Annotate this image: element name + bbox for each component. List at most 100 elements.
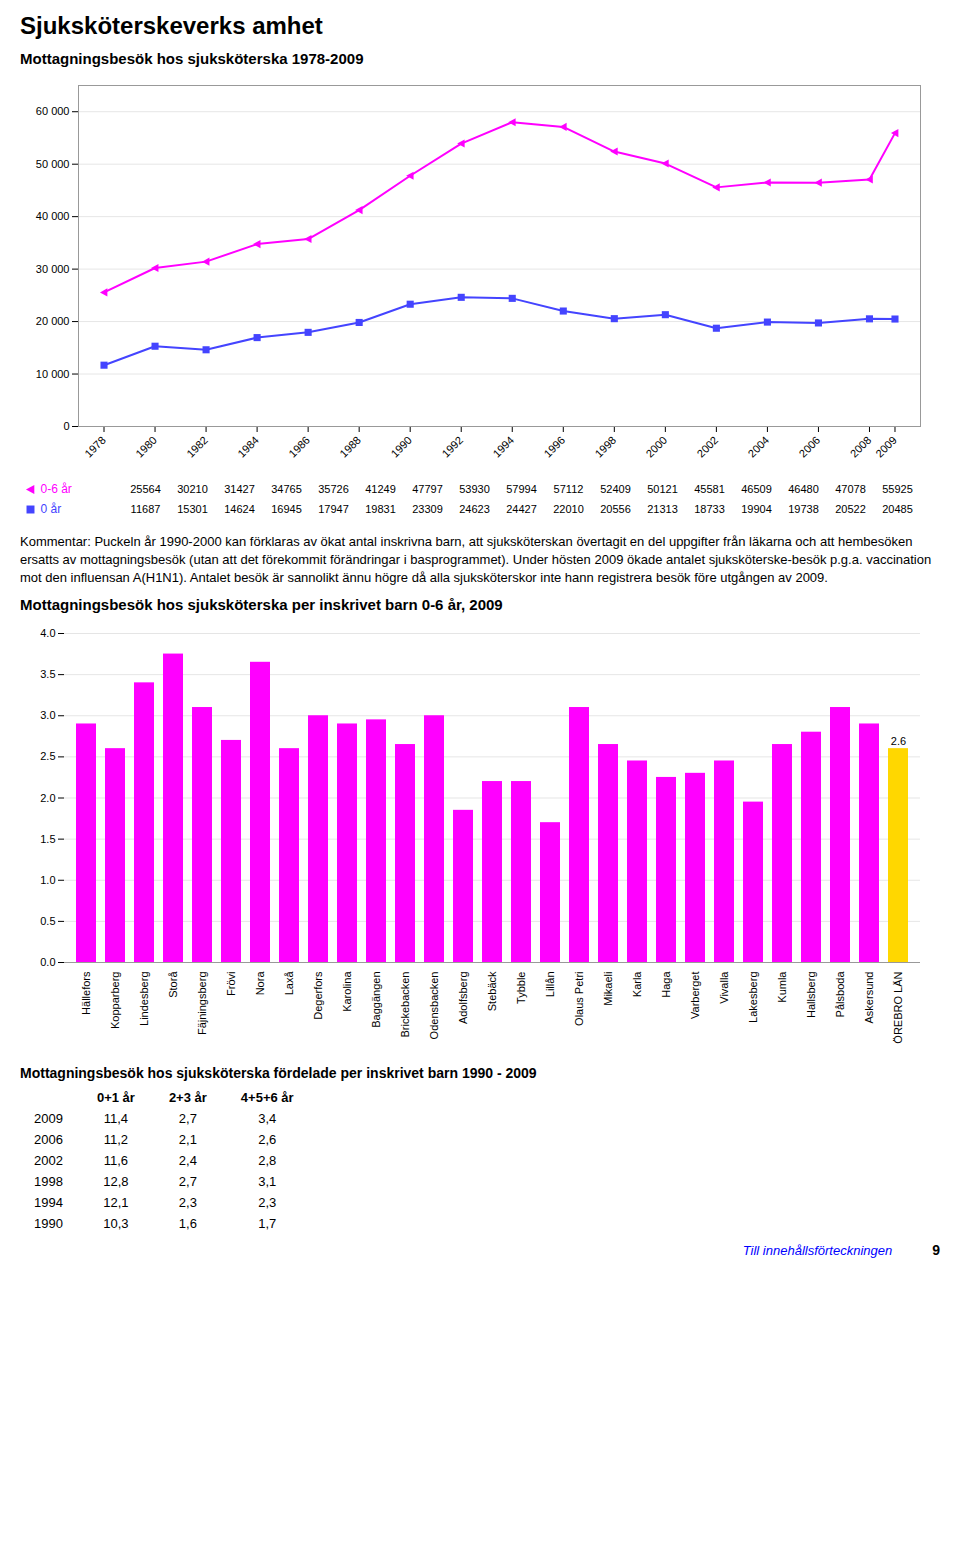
svg-text:46509: 46509: [741, 483, 772, 495]
svg-text:Lakesberg: Lakesberg: [747, 971, 759, 1022]
svg-text:21313: 21313: [647, 503, 678, 515]
svg-text:15301: 15301: [177, 503, 208, 515]
svg-text:17947: 17947: [318, 503, 349, 515]
svg-text:Lillån: Lillån: [544, 971, 556, 997]
svg-text:20485: 20485: [882, 503, 913, 515]
svg-text:0.5: 0.5: [40, 914, 55, 926]
svg-text:50 000: 50 000: [36, 158, 70, 170]
svg-text:50121: 50121: [647, 483, 678, 495]
svg-text:46480: 46480: [788, 483, 819, 495]
svg-text:Tybble: Tybble: [515, 971, 527, 1003]
svg-text:Olaus Petri: Olaus Petri: [573, 971, 585, 1025]
svg-text:20 000: 20 000: [36, 315, 70, 327]
svg-text:1988: 1988: [337, 434, 363, 460]
svg-text:Brickebacken: Brickebacken: [399, 971, 411, 1037]
svg-text:Frövi: Frövi: [225, 971, 237, 995]
svg-text:Stebäck: Stebäck: [486, 971, 498, 1011]
svg-text:47078: 47078: [835, 483, 866, 495]
svg-text:1998: 1998: [592, 434, 618, 460]
svg-text:23309: 23309: [412, 503, 443, 515]
svg-text:1996: 1996: [541, 434, 567, 460]
svg-text:34765: 34765: [271, 483, 302, 495]
svg-text:57994: 57994: [506, 483, 537, 495]
html-text:Kommentar: Puckeln år 1990-200: Kommentar: Puckeln år 1990-2000 kan förk…: [20, 534, 932, 586]
svg-text:20556: 20556: [600, 503, 631, 515]
svg-text:30 000: 30 000: [36, 263, 70, 275]
svg-text:10 000: 10 000: [36, 368, 70, 380]
svg-text:Hallsberg: Hallsberg: [805, 971, 817, 1017]
svg-text:Adolfsberg: Adolfsberg: [457, 971, 469, 1024]
svg-text:Kopparberg: Kopparberg: [109, 971, 121, 1029]
svg-text:Mikaeli: Mikaeli: [602, 971, 614, 1005]
svg-text:25564: 25564: [130, 483, 161, 495]
svg-text:14624: 14624: [224, 503, 255, 515]
svg-text:1990: 1990: [388, 434, 414, 460]
svg-text:1.0: 1.0: [40, 873, 55, 885]
svg-text:Varberget: Varberget: [689, 971, 701, 1019]
svg-text:Lindesberg: Lindesberg: [138, 971, 150, 1025]
svg-text:16945: 16945: [271, 503, 302, 515]
svg-text:Fäjningsberg: Fäjningsberg: [196, 971, 208, 1035]
svg-text:19738: 19738: [788, 503, 819, 515]
svg-text:2.0: 2.0: [40, 791, 55, 803]
svg-text:Vivalla: Vivalla: [718, 970, 730, 1003]
svg-text:30210: 30210: [177, 483, 208, 495]
svg-text:1986: 1986: [286, 434, 312, 460]
svg-text:2002: 2002: [694, 434, 720, 460]
svg-text:1982: 1982: [184, 434, 210, 460]
svg-text:1992: 1992: [439, 434, 465, 460]
svg-text:57112: 57112: [554, 483, 584, 495]
svg-text:60 000: 60 000: [36, 105, 70, 117]
svg-text:2008: 2008: [848, 434, 874, 460]
svg-text:Nora: Nora: [254, 970, 266, 995]
svg-text:0: 0: [63, 420, 69, 432]
svg-text:1.5: 1.5: [40, 832, 55, 844]
svg-text:2.6: 2.6: [891, 734, 906, 746]
svg-text:24623: 24623: [459, 503, 490, 515]
svg-text:Haga: Haga: [660, 970, 672, 997]
svg-text:55925: 55925: [882, 483, 913, 495]
svg-text:18733: 18733: [694, 503, 725, 515]
svg-text:0 år: 0 år: [41, 502, 62, 516]
svg-text:Storå: Storå: [167, 970, 179, 997]
svg-text:20522: 20522: [835, 503, 866, 515]
svg-text:31427: 31427: [224, 483, 255, 495]
svg-text:40 000: 40 000: [36, 210, 70, 222]
svg-text:52409: 52409: [600, 483, 631, 495]
svg-text:41249: 41249: [365, 483, 396, 495]
svg-text:19831: 19831: [365, 503, 396, 515]
svg-text:Pålsboda: Pålsboda: [834, 970, 846, 1017]
svg-text:1994: 1994: [490, 434, 516, 460]
svg-text:Karla: Karla: [631, 970, 643, 997]
svg-text:1984: 1984: [235, 434, 261, 460]
svg-text:1978: 1978: [82, 434, 108, 460]
svg-text:Karolina: Karolina: [341, 970, 353, 1011]
svg-text:11687: 11687: [131, 503, 161, 515]
svg-text:24427: 24427: [506, 503, 537, 515]
svg-text:Laxå: Laxå: [283, 970, 295, 995]
svg-text:1980: 1980: [133, 434, 159, 460]
svg-text:2004: 2004: [746, 434, 772, 460]
svg-text:Baggängen: Baggängen: [370, 971, 382, 1027]
svg-text:47797: 47797: [412, 483, 443, 495]
svg-text:22010: 22010: [553, 503, 584, 515]
svg-text:2000: 2000: [643, 434, 669, 460]
svg-text:45581: 45581: [694, 483, 725, 495]
svg-text:53930: 53930: [459, 483, 490, 495]
svg-text:3.5: 3.5: [40, 668, 55, 680]
svg-text:Hällefors: Hällefors: [80, 971, 92, 1015]
svg-text:Odensbacken: Odensbacken: [428, 971, 440, 1039]
svg-text:0.0: 0.0: [40, 956, 55, 968]
svg-text:ÖREBRO LÄN: ÖREBRO LÄN: [892, 971, 904, 1043]
svg-text:3.0: 3.0: [40, 709, 55, 721]
svg-text:4.0: 4.0: [40, 627, 55, 639]
svg-text:35726: 35726: [318, 483, 349, 495]
svg-text:19904: 19904: [741, 503, 772, 515]
svg-text:0-6 år: 0-6 år: [41, 482, 72, 496]
svg-text:2.5: 2.5: [40, 750, 55, 762]
svg-text:Degerfors: Degerfors: [312, 971, 324, 1020]
svg-text:Kumla: Kumla: [776, 970, 788, 1002]
svg-text:2009: 2009: [873, 434, 899, 460]
svg-text:Askersund: Askersund: [863, 971, 875, 1023]
svg-text:2006: 2006: [797, 434, 823, 460]
